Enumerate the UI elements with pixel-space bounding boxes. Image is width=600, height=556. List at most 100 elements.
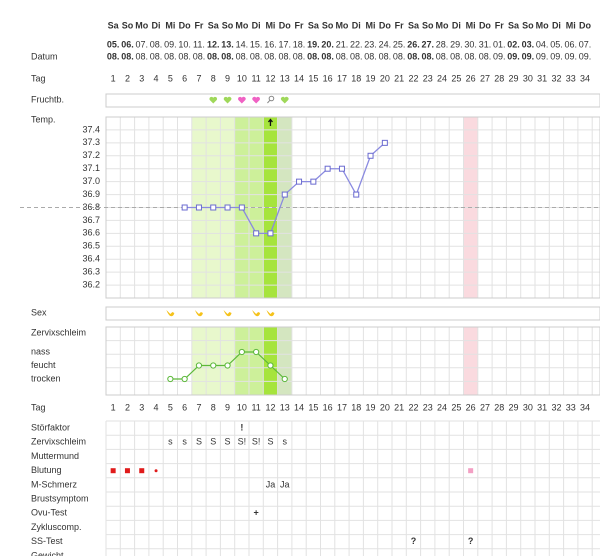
bleeding-mark [124,468,130,474]
day-number: 8 [211,73,216,83]
y-tick-label: 37.2 [82,150,100,160]
date-month: 08. [264,51,277,61]
weekday: So [422,20,434,30]
weekday: Sa [508,20,520,30]
temp-point [381,139,388,146]
fertility-row [105,93,600,108]
date-day: 05. [107,39,120,49]
day-number: 17 [337,73,347,83]
date-day: 06. [121,39,134,49]
sex-icon [223,310,232,317]
row-label: Sex [31,307,47,317]
day-number: 32 [551,402,561,412]
cervical-level: trocken [31,373,61,383]
date-month: 08. [393,51,406,61]
weekday: Di [252,20,261,30]
weekday: Di [152,20,161,30]
date-month: 08. [207,51,220,61]
temp-point [253,230,260,237]
weekday: Do [279,20,291,30]
date-month: 09. [507,51,520,61]
table-row-label: Zervixschleim [31,437,86,447]
temp-point [195,204,202,211]
date-day: 25. [393,39,406,49]
row-label: Fruchtb. [31,94,64,104]
table-cell: Ja [280,479,290,489]
table-cell: s [182,437,187,447]
date-day: 03. [522,39,535,49]
date-month: 08. [364,51,377,61]
weekday: Sa [308,20,320,30]
weekday: Mo [536,20,549,30]
day-number: 34 [580,73,590,83]
table-cell: + [254,508,259,518]
date-month: 08. [150,51,163,61]
date-day: 18. [293,39,306,49]
ovulation-arrow [267,118,273,126]
date-month: 08. [107,51,120,61]
row-label: Datum [31,51,58,61]
day-number: 26 [466,73,476,83]
day-number: 28 [494,402,504,412]
date-month: 08. [379,51,392,61]
temp-point [238,204,245,211]
day-number: 2 [125,73,130,83]
date-month: 09. [564,51,577,61]
date-day: 26. [407,39,420,49]
date-day: 28. [436,39,449,49]
y-tick-label: 36.2 [82,279,100,289]
date-month: 09. [522,51,535,61]
y-tick-label: 36.9 [82,189,100,199]
weekday: Mi [466,20,476,30]
date-month: 08. [221,51,234,61]
day-number: 28 [494,73,504,83]
table-cell: ? [468,536,474,546]
day-number: 27 [480,402,490,412]
table-cell: S! [252,437,261,447]
highlight-band [263,327,278,395]
table-cell: Ja [266,479,276,489]
table-cell: S [225,437,231,447]
cervical-point [195,362,203,369]
table-cell: S [196,437,202,447]
day-number: 3 [139,402,144,412]
y-tick-label: 36.8 [82,202,100,212]
day-number: 30 [523,73,533,83]
cervical-point [281,375,288,383]
day-number: 13 [280,402,290,412]
day-number: 34 [580,402,590,412]
weekday: Mi [566,20,576,30]
cervical-point [253,348,260,356]
day-number: 24 [437,402,447,412]
day-number: 26 [466,402,476,412]
table-row-label: SS-Test [31,536,63,546]
highlight-band [206,327,221,395]
date-day: 07. [135,39,148,49]
date-day: 23. [364,39,377,49]
weekday: Di [352,20,361,30]
sex-icon [266,310,275,317]
day-number: 21 [394,402,404,412]
y-tick-label: 36.7 [82,215,100,225]
date-day: 27. [421,39,434,49]
date-day: 11. [193,39,205,49]
table-row-label: Ovu-Test [31,508,68,518]
date-month: 08. [164,51,177,61]
fertility-heart [223,96,232,104]
bleeding-mark [110,468,116,474]
weekday: Sa [108,20,120,30]
fertility-magnifier [267,99,271,104]
weekday: So [122,20,134,30]
y-tick-label: 37.4 [82,124,100,134]
day-number: 7 [196,73,201,83]
day-number: 6 [182,73,187,83]
date-month: 08. [293,51,306,61]
date-day: 09. [164,39,177,49]
sex-icon [194,310,203,317]
temp-point [267,230,274,237]
bleeding-mark [154,469,158,473]
weekday: Mo [135,20,148,30]
temp-point [181,204,188,211]
temp-point [296,178,303,185]
date-month: 08. [464,51,477,61]
